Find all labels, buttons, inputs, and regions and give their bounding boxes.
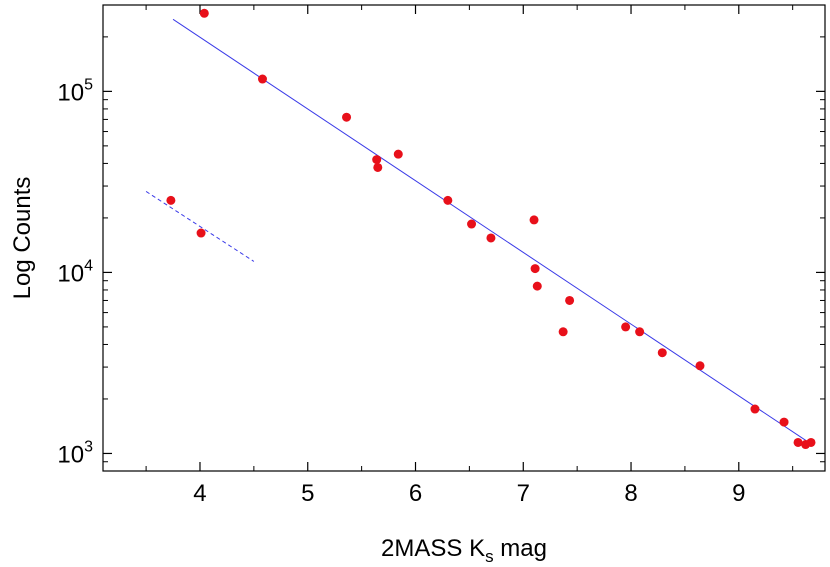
data-point [558, 327, 568, 337]
data-point [530, 264, 540, 274]
data-point [196, 228, 206, 238]
data-point [750, 404, 760, 414]
y-tick-label: 105 [57, 76, 93, 106]
data-points [166, 8, 816, 450]
fit-lines [145, 18, 810, 443]
plot-frame [102, 4, 826, 472]
data-point [257, 74, 267, 84]
data-point [467, 219, 477, 229]
data-point [443, 195, 453, 205]
data-point [372, 155, 382, 165]
x-axis-label: 2MASS Ks mag [381, 535, 547, 566]
data-point [621, 322, 631, 332]
y-axis-label: Log Counts [9, 177, 36, 300]
data-point [166, 195, 176, 205]
fit-line [172, 18, 810, 443]
data-point [199, 8, 209, 18]
data-point [695, 361, 705, 371]
data-point [806, 437, 816, 447]
axis-ticks: 4 5 6 7 8 9 103 104 105 [57, 4, 825, 507]
data-point [342, 112, 352, 122]
data-point [532, 281, 542, 291]
data-point [393, 149, 403, 159]
data-point [657, 348, 667, 358]
x-tick-label: 9 [732, 480, 745, 507]
x-tick-label: 4 [193, 480, 206, 507]
x-tick-label: 7 [517, 480, 530, 507]
y-tick-label: 103 [57, 438, 93, 468]
dashed-fit-line [145, 191, 255, 262]
data-point [373, 162, 383, 172]
data-point [793, 437, 803, 447]
x-tick-label: 6 [409, 480, 422, 507]
data-point [565, 295, 575, 305]
x-tick-label: 8 [624, 480, 637, 507]
data-point [635, 327, 645, 337]
y-tick-label: 104 [57, 257, 93, 287]
data-point [779, 417, 789, 427]
x-tick-label: 5 [301, 480, 314, 507]
data-point [486, 233, 496, 243]
data-point [529, 215, 539, 225]
